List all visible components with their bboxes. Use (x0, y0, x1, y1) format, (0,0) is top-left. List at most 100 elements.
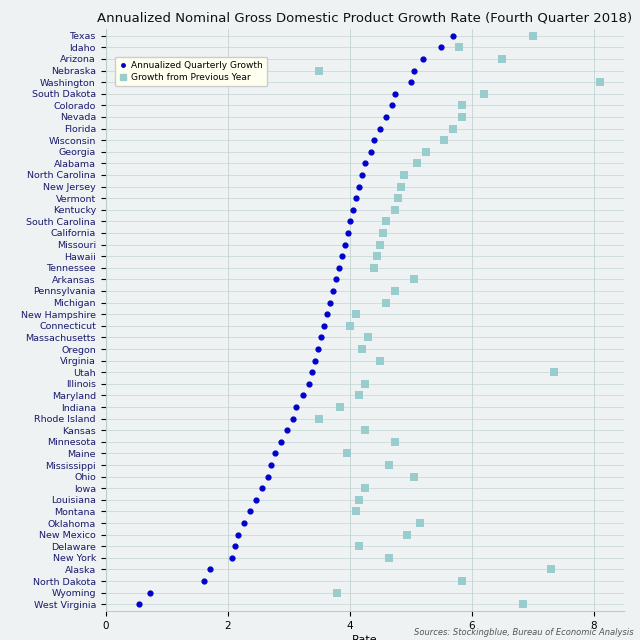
Point (314, 65, 324, 76)
Point (390, 205, 401, 215)
Point (353, 541, 364, 551)
Point (390, 286, 401, 296)
X-axis label: Rate: Rate (352, 635, 378, 640)
Point (369, 135, 379, 145)
Point (353, 182, 364, 192)
Point (245, 506, 255, 516)
Point (418, 54, 428, 64)
Point (375, 124, 385, 134)
Title: Annualized Nominal Gross Domestic Product Growth Rate (Fourth Quarter 2018): Annualized Nominal Gross Domestic Produc… (97, 12, 632, 25)
Point (390, 436, 401, 447)
Point (340, 239, 351, 250)
Point (342, 228, 353, 238)
Point (595, 77, 605, 87)
Point (230, 541, 240, 551)
Point (369, 262, 379, 273)
Point (344, 216, 355, 227)
Point (289, 413, 299, 424)
Point (322, 309, 332, 319)
Point (436, 42, 446, 52)
Point (497, 54, 507, 64)
Point (199, 576, 209, 586)
Point (227, 553, 237, 563)
Point (233, 529, 243, 540)
Point (360, 158, 370, 168)
Point (457, 576, 467, 586)
Point (134, 599, 144, 609)
Point (390, 89, 401, 99)
Point (276, 436, 286, 447)
Point (454, 42, 465, 52)
Point (282, 425, 292, 435)
Point (375, 239, 385, 250)
Point (344, 321, 355, 331)
Point (310, 355, 320, 365)
Point (546, 564, 556, 575)
Point (457, 112, 467, 122)
Point (420, 147, 431, 157)
Point (266, 460, 276, 470)
Point (412, 158, 422, 168)
Point (378, 228, 388, 238)
Point (263, 472, 273, 482)
Point (548, 367, 559, 378)
Point (415, 518, 425, 528)
Point (257, 483, 268, 493)
Point (356, 344, 367, 354)
Point (360, 425, 370, 435)
Point (375, 355, 385, 365)
Point (325, 298, 335, 308)
Point (439, 135, 449, 145)
Point (351, 193, 361, 204)
Legend: Annualized Quarterly Growth, Growth from Previous Year: Annualized Quarterly Growth, Growth from… (115, 56, 267, 86)
Point (316, 332, 326, 342)
Point (351, 309, 361, 319)
Point (360, 483, 370, 493)
Point (251, 495, 261, 505)
Point (145, 588, 155, 598)
Point (298, 390, 308, 401)
Point (239, 518, 249, 528)
Point (396, 182, 406, 192)
Point (337, 251, 348, 261)
Point (408, 275, 419, 285)
Point (393, 193, 403, 204)
Point (314, 413, 324, 424)
Point (356, 170, 367, 180)
Point (479, 89, 489, 99)
Point (457, 100, 467, 111)
Point (353, 390, 364, 401)
Point (403, 529, 413, 540)
Point (335, 402, 346, 412)
Point (381, 298, 391, 308)
Point (372, 251, 382, 261)
Point (399, 170, 410, 180)
Point (353, 495, 364, 505)
Point (313, 344, 323, 354)
Point (448, 124, 458, 134)
Point (387, 100, 397, 111)
Point (334, 262, 344, 273)
Point (381, 216, 391, 227)
Point (303, 379, 314, 389)
Point (319, 321, 329, 331)
Point (381, 112, 391, 122)
Point (405, 77, 415, 87)
Point (366, 147, 376, 157)
Point (205, 564, 216, 575)
Point (363, 332, 373, 342)
Point (384, 553, 394, 563)
Point (307, 367, 317, 378)
Point (328, 286, 338, 296)
Point (527, 31, 538, 41)
Point (408, 472, 419, 482)
Point (360, 379, 370, 389)
Point (270, 448, 280, 458)
Text: Sources: Stockingblue, Bureau of Economic Analysis: Sources: Stockingblue, Bureau of Economi… (414, 628, 634, 637)
Point (291, 402, 301, 412)
Point (331, 275, 341, 285)
Point (408, 65, 419, 76)
Point (518, 599, 529, 609)
Point (341, 448, 351, 458)
Point (351, 506, 361, 516)
